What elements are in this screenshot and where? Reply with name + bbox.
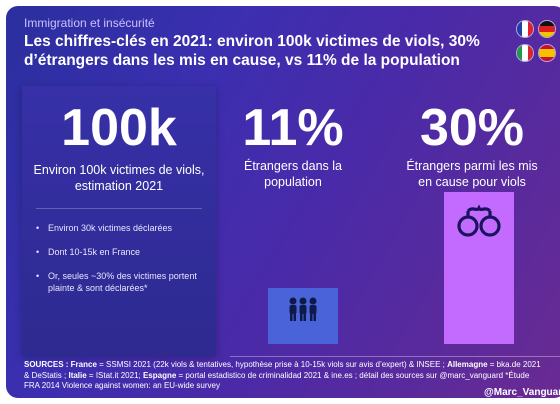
accused-bar <box>444 192 514 344</box>
population-value: 11% <box>242 99 344 157</box>
accused-description: Étrangers parmi les mis en cause pour vi… <box>406 159 538 189</box>
spain-flag <box>538 44 556 62</box>
population-description: Étrangers dans la population <box>244 159 342 189</box>
subtitle: Immigration et insécurité <box>24 16 155 30</box>
sources-label: SOURCES : France <box>24 360 97 369</box>
bullet-item: Dont 10-15k en France <box>36 246 212 258</box>
sources-italy: = IStat.it 2021; <box>86 370 143 380</box>
people-icon <box>289 297 317 322</box>
population-bar <box>268 288 338 344</box>
sources-germany-label: Allemagne <box>447 360 488 369</box>
sources-france: = SSMSI 2021 (22k viols & tentatives, hy… <box>96 360 448 369</box>
sources-italy-label: Italie <box>68 370 87 380</box>
bullet-item: Environ 30k victimes déclarées <box>36 222 212 234</box>
sources-spain-label: Espagne <box>142 370 177 380</box>
author-handle[interactable]: @Marc_Vanguard <box>484 387 560 398</box>
victims-bullets: Environ 30k victimes déclarées Dont 10-1… <box>36 222 212 306</box>
victims-value: 100k <box>61 99 177 157</box>
victims-description: Environ 100k victimes de viols, estimati… <box>33 163 205 193</box>
sources-germany: = bka.de 2021 & DeStatis ; <box>24 360 541 380</box>
infographic-card: Immigration et insécurité Les chiffres-c… <box>6 6 560 398</box>
divider <box>36 208 202 209</box>
france-flag <box>516 20 534 38</box>
italy-flag <box>516 44 534 62</box>
survey-note: *Étude FRA 2014 Violence against women: … <box>24 370 530 391</box>
bullet-item: Or, seules ~30% des victimes portent pla… <box>36 270 212 294</box>
sources-spain: = portal estadistico de criminalidad 202… <box>176 370 504 380</box>
sources-footer: SOURCES : France = SSMSI 2021 (22k viols… <box>24 360 544 392</box>
handcuffs-icon <box>457 204 501 237</box>
victims-panel: 100k Environ 100k victimes de viols, est… <box>22 86 216 356</box>
germany-flag <box>538 20 556 38</box>
baseline <box>230 356 560 357</box>
headline: Les chiffres-clés en 2021: environ 100k … <box>24 33 480 69</box>
accused-value: 30% <box>419 99 525 157</box>
